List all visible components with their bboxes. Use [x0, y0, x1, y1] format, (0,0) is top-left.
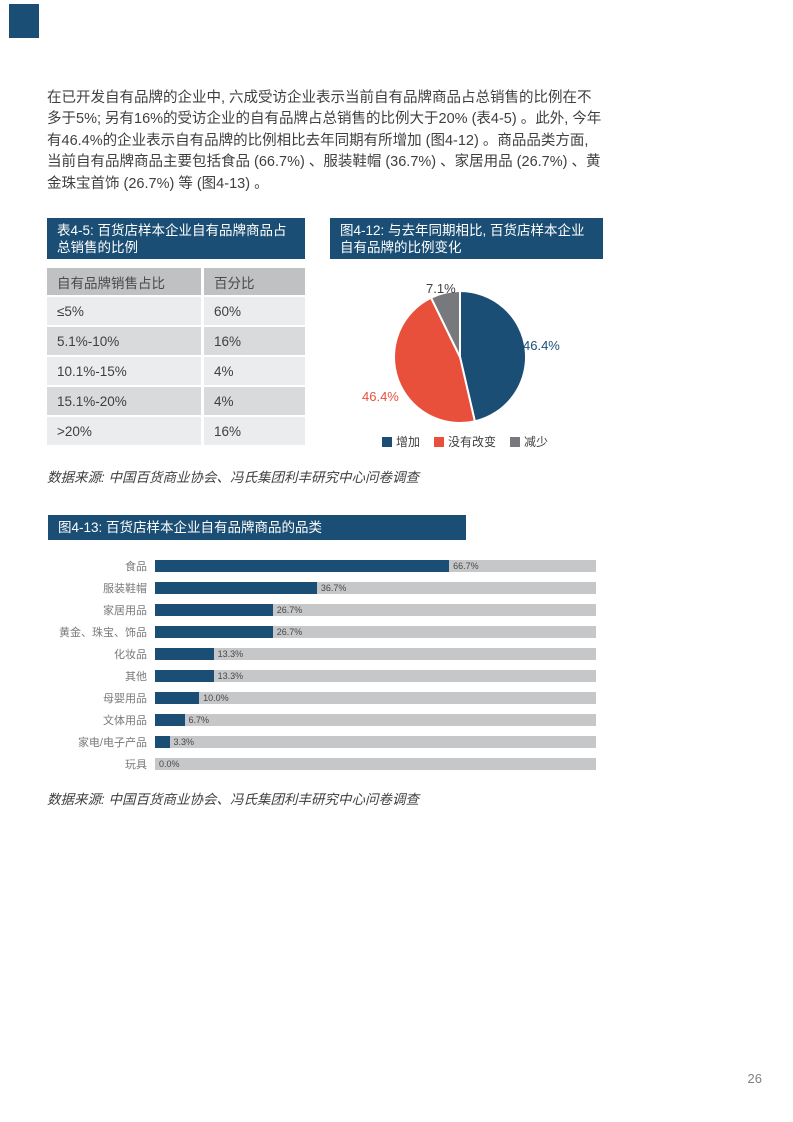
bar-category-label: 家居用品 [103, 605, 147, 617]
bar-row: 母婴用品 10.0% [47, 687, 596, 709]
pie-slice-increase [459, 290, 527, 423]
bar-category-label: 母婴用品 [103, 693, 147, 705]
bar-value: 26.7% [276, 627, 303, 637]
table-cell-range: 15.1%-20% [47, 387, 201, 415]
bar-fill [155, 626, 273, 638]
bar-track: 6.7% [155, 714, 596, 726]
bar-track: 26.7% [155, 626, 596, 638]
bar-fill [155, 670, 214, 682]
table-cell-range: 10.1%-15% [47, 357, 201, 385]
table-cell-range: ≤5% [47, 297, 201, 325]
table-cell-percent: 4% [204, 387, 305, 415]
bar-value: 13.3% [217, 649, 244, 659]
pie-legend: 增加 没有改变 减少 [330, 433, 600, 450]
table-cell-percent: 16% [204, 327, 305, 355]
bar-chart: 食品 66.7% 服装鞋帽 36.7% 家居用品 26.7% 黄金、珠宝、饰品 [47, 555, 596, 775]
fig413-title: 图4-13: 百货店样本企业自有品牌商品的品类 [48, 515, 466, 540]
table-row: ≤5% 60% [47, 297, 305, 325]
table45: 自有品牌销售占比 百分比 ≤5% 60% 5.1%-10% 16% 10.1%-… [47, 268, 305, 447]
bar-value: 13.3% [217, 671, 244, 681]
corner-decoration [9, 4, 39, 38]
table-row: >20% 16% [47, 417, 305, 445]
bar-category-label: 食品 [125, 561, 147, 573]
bar-track: 26.7% [155, 604, 596, 616]
bar-track: 10.0% [155, 692, 596, 704]
page-number: 26 [747, 1071, 762, 1086]
legend-item-increase: 增加 [381, 433, 420, 450]
pie-chart [393, 290, 527, 424]
legend-swatch-icon [381, 436, 392, 447]
bar-value: 10.0% [203, 693, 229, 703]
bar-row: 其他 13.3% [47, 665, 596, 687]
bar-value: 36.7% [320, 583, 347, 593]
pie-value-decrease: 7.1% [426, 281, 456, 296]
bar-fill [155, 604, 273, 616]
bar-category-label: 服装鞋帽 [103, 583, 147, 595]
table-cell-range: 5.1%-10% [47, 327, 201, 355]
bar-fill [155, 736, 170, 748]
fig412-title: 图4-12: 与去年同期相比, 百货店样本企业自有品牌的比例变化 [330, 218, 603, 259]
bar-value: 3.3% [173, 737, 195, 747]
bar-track: 13.3% [155, 648, 596, 660]
bar-fill [155, 560, 450, 572]
bar-value: 6.7% [188, 715, 210, 725]
legend-label: 增加 [395, 435, 420, 449]
bar-track: 66.7% [155, 560, 596, 572]
table-cell-percent: 16% [204, 417, 305, 445]
table-cell-range: >20% [47, 417, 201, 445]
pie-slice-decrease [430, 290, 461, 358]
legend-label: 没有改变 [447, 435, 496, 449]
source-note: 数据来源: 中国百货商业协会、冯氏集团利丰研究中心问卷调查 [47, 470, 420, 485]
table45-title: 表4-5: 百货店样本企业自有品牌商品占总销售的比例 [47, 218, 305, 259]
bar-value: 0.0% [159, 759, 180, 769]
legend-item-decrease: 减少 [510, 433, 548, 450]
table45-col-header: 百分比 [204, 268, 305, 295]
bar-category-label: 家电/电子产品 [77, 737, 147, 749]
table45-header-row: 自有品牌销售占比 百分比 [47, 268, 305, 295]
bar-row: 化妆品 13.3% [47, 643, 596, 665]
legend-label: 减少 [524, 435, 549, 449]
pie-value-no-change: 46.4% [362, 389, 399, 404]
bar-track: 13.3% [155, 670, 596, 682]
legend-item-no-change: 没有改变 [433, 433, 496, 450]
bar-value: 26.7% [276, 605, 303, 615]
legend-swatch-icon [510, 436, 520, 447]
bar-row: 食品 66.7% [47, 555, 596, 577]
bar-category-label: 文体用品 [103, 715, 147, 727]
bar-category-label: 化妆品 [114, 649, 147, 661]
bar-fill [155, 582, 317, 594]
bar-fill [155, 692, 200, 704]
bar-fill [155, 648, 214, 660]
bar-row: 家居用品 26.7% [47, 599, 596, 621]
bar-track: 0.0% [155, 758, 596, 770]
bar-row: 黄金、珠宝、饰品 26.7% [47, 621, 596, 643]
bar-row: 文体用品 6.7% [47, 709, 596, 731]
bar-category-label: 其他 [125, 671, 147, 683]
intro-paragraph: 在已开发自有品牌的企业中, 六成受访企业表示当前自有品牌商品占总销售的比例在不多… [47, 90, 602, 192]
bar-category-label: 黄金、珠宝、饰品 [59, 627, 147, 639]
pie-value-increase: 46.4% [523, 338, 560, 353]
pie-slice-no-change [393, 296, 476, 424]
table-row: 5.1%-10% 16% [47, 327, 305, 355]
table-row: 10.1%-15% 4% [47, 357, 305, 385]
bar-track: 3.3% [155, 736, 596, 748]
table45-col-header: 自有品牌销售占比 [47, 268, 201, 295]
table-cell-percent: 60% [204, 297, 305, 325]
table-row: 15.1%-20% 4% [47, 387, 305, 415]
source-note: 数据来源: 中国百货商业协会、冯氏集团利丰研究中心问卷调查 [47, 792, 420, 807]
bar-value: 66.7% [453, 561, 479, 571]
bar-row: 玩具 0.0% [47, 753, 596, 775]
table-cell-percent: 4% [204, 357, 305, 385]
bar-track: 36.7% [155, 582, 596, 594]
bar-fill [155, 714, 185, 726]
bar-row: 服装鞋帽 36.7% [47, 577, 596, 599]
bar-category-label: 玩具 [125, 759, 147, 771]
legend-swatch-icon [433, 436, 444, 447]
bar-row: 家电/电子产品 3.3% [47, 731, 596, 753]
